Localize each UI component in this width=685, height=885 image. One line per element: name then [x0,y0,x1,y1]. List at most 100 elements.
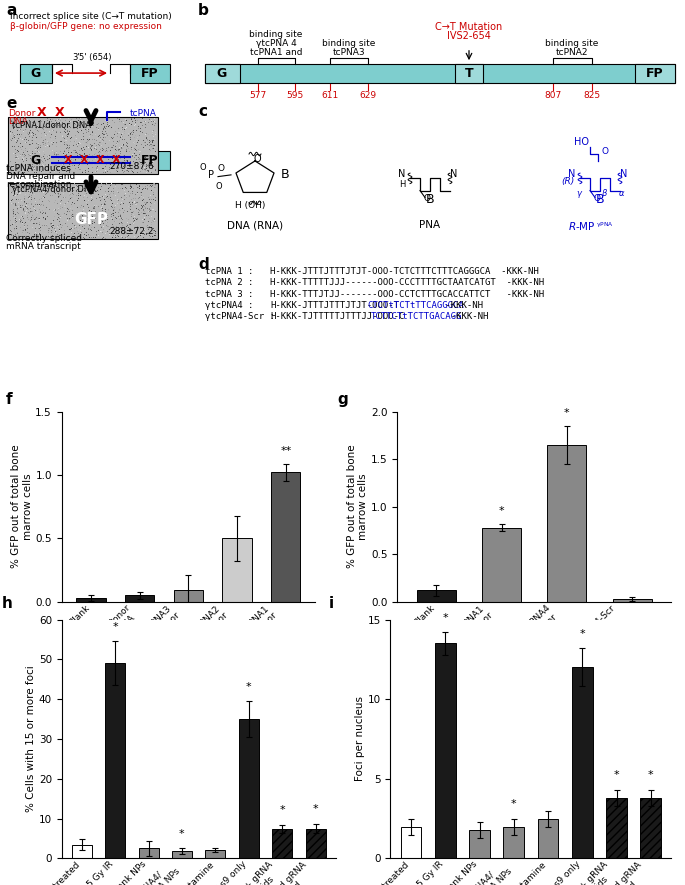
Point [125,130,136,144]
Point [92,165,103,179]
Point [48,213,59,227]
Point [62,217,73,231]
Point [64,188,75,202]
Point [39,150,50,165]
Point [29,147,40,161]
Point [54,230,65,244]
Point [90,204,101,219]
Point [13,134,24,148]
Point [81,155,92,169]
Point [130,220,141,235]
Point [149,135,160,150]
Point [104,112,115,126]
Point [60,189,71,204]
Point [23,125,34,139]
Point [87,216,98,230]
Point [85,228,96,242]
Point [88,128,99,142]
Point [87,215,98,229]
Bar [469,830,490,858]
Point [55,144,66,158]
Point [116,154,127,168]
Point [55,180,66,194]
Point [66,213,77,227]
Point [90,141,101,155]
Point [147,204,158,219]
Point [75,215,86,229]
Point [84,198,95,212]
Point [36,148,47,162]
Point [135,152,146,166]
Bar [640,798,661,858]
Point [135,143,146,158]
Point [106,209,117,223]
Point [142,163,153,177]
Point [103,165,114,179]
Point [68,150,79,164]
Point [71,183,82,197]
Point [76,113,87,127]
Point [44,140,55,154]
Point [116,196,127,210]
Point [132,185,143,199]
Point [50,132,61,146]
Point [30,221,41,235]
Point [66,209,77,223]
Point [22,227,33,242]
Point [127,191,138,205]
Point [34,220,45,235]
Point [110,214,121,228]
Point [19,205,30,219]
Point [14,201,25,215]
Point [8,126,19,140]
Point [7,202,18,216]
Point [38,122,49,136]
Point [150,204,161,219]
Point [95,189,106,203]
Point [73,231,84,245]
Point [21,117,32,131]
Point [121,212,132,226]
Point [86,196,97,210]
Point [22,144,33,158]
Point [19,112,30,127]
Point [114,196,125,210]
Point [110,163,121,177]
Point [60,125,71,139]
Point [149,138,160,152]
Point [116,120,127,135]
Text: 825: 825 [584,91,601,100]
Point [129,159,140,173]
Point [53,155,64,169]
Point [103,114,114,128]
Point [97,177,108,191]
Point [68,207,79,221]
Point [88,140,99,154]
Point [147,142,158,156]
Point [29,203,40,217]
Point [78,127,89,141]
Point [131,230,142,244]
Point [75,148,86,162]
Point [96,118,107,132]
Point [43,223,54,237]
Point [43,112,54,127]
Point [68,156,79,170]
Point [103,181,114,196]
Point [144,193,155,207]
Point [82,127,93,141]
Point [145,149,155,163]
Point [18,212,29,226]
Point [70,208,81,222]
Point [64,200,75,214]
Point [129,214,140,228]
Point [122,136,133,150]
Point [9,194,20,208]
Point [18,181,29,196]
Point [74,156,85,170]
Point [43,134,54,148]
Point [44,185,55,199]
Point [65,157,76,171]
Point [8,132,18,146]
Point [117,193,128,207]
